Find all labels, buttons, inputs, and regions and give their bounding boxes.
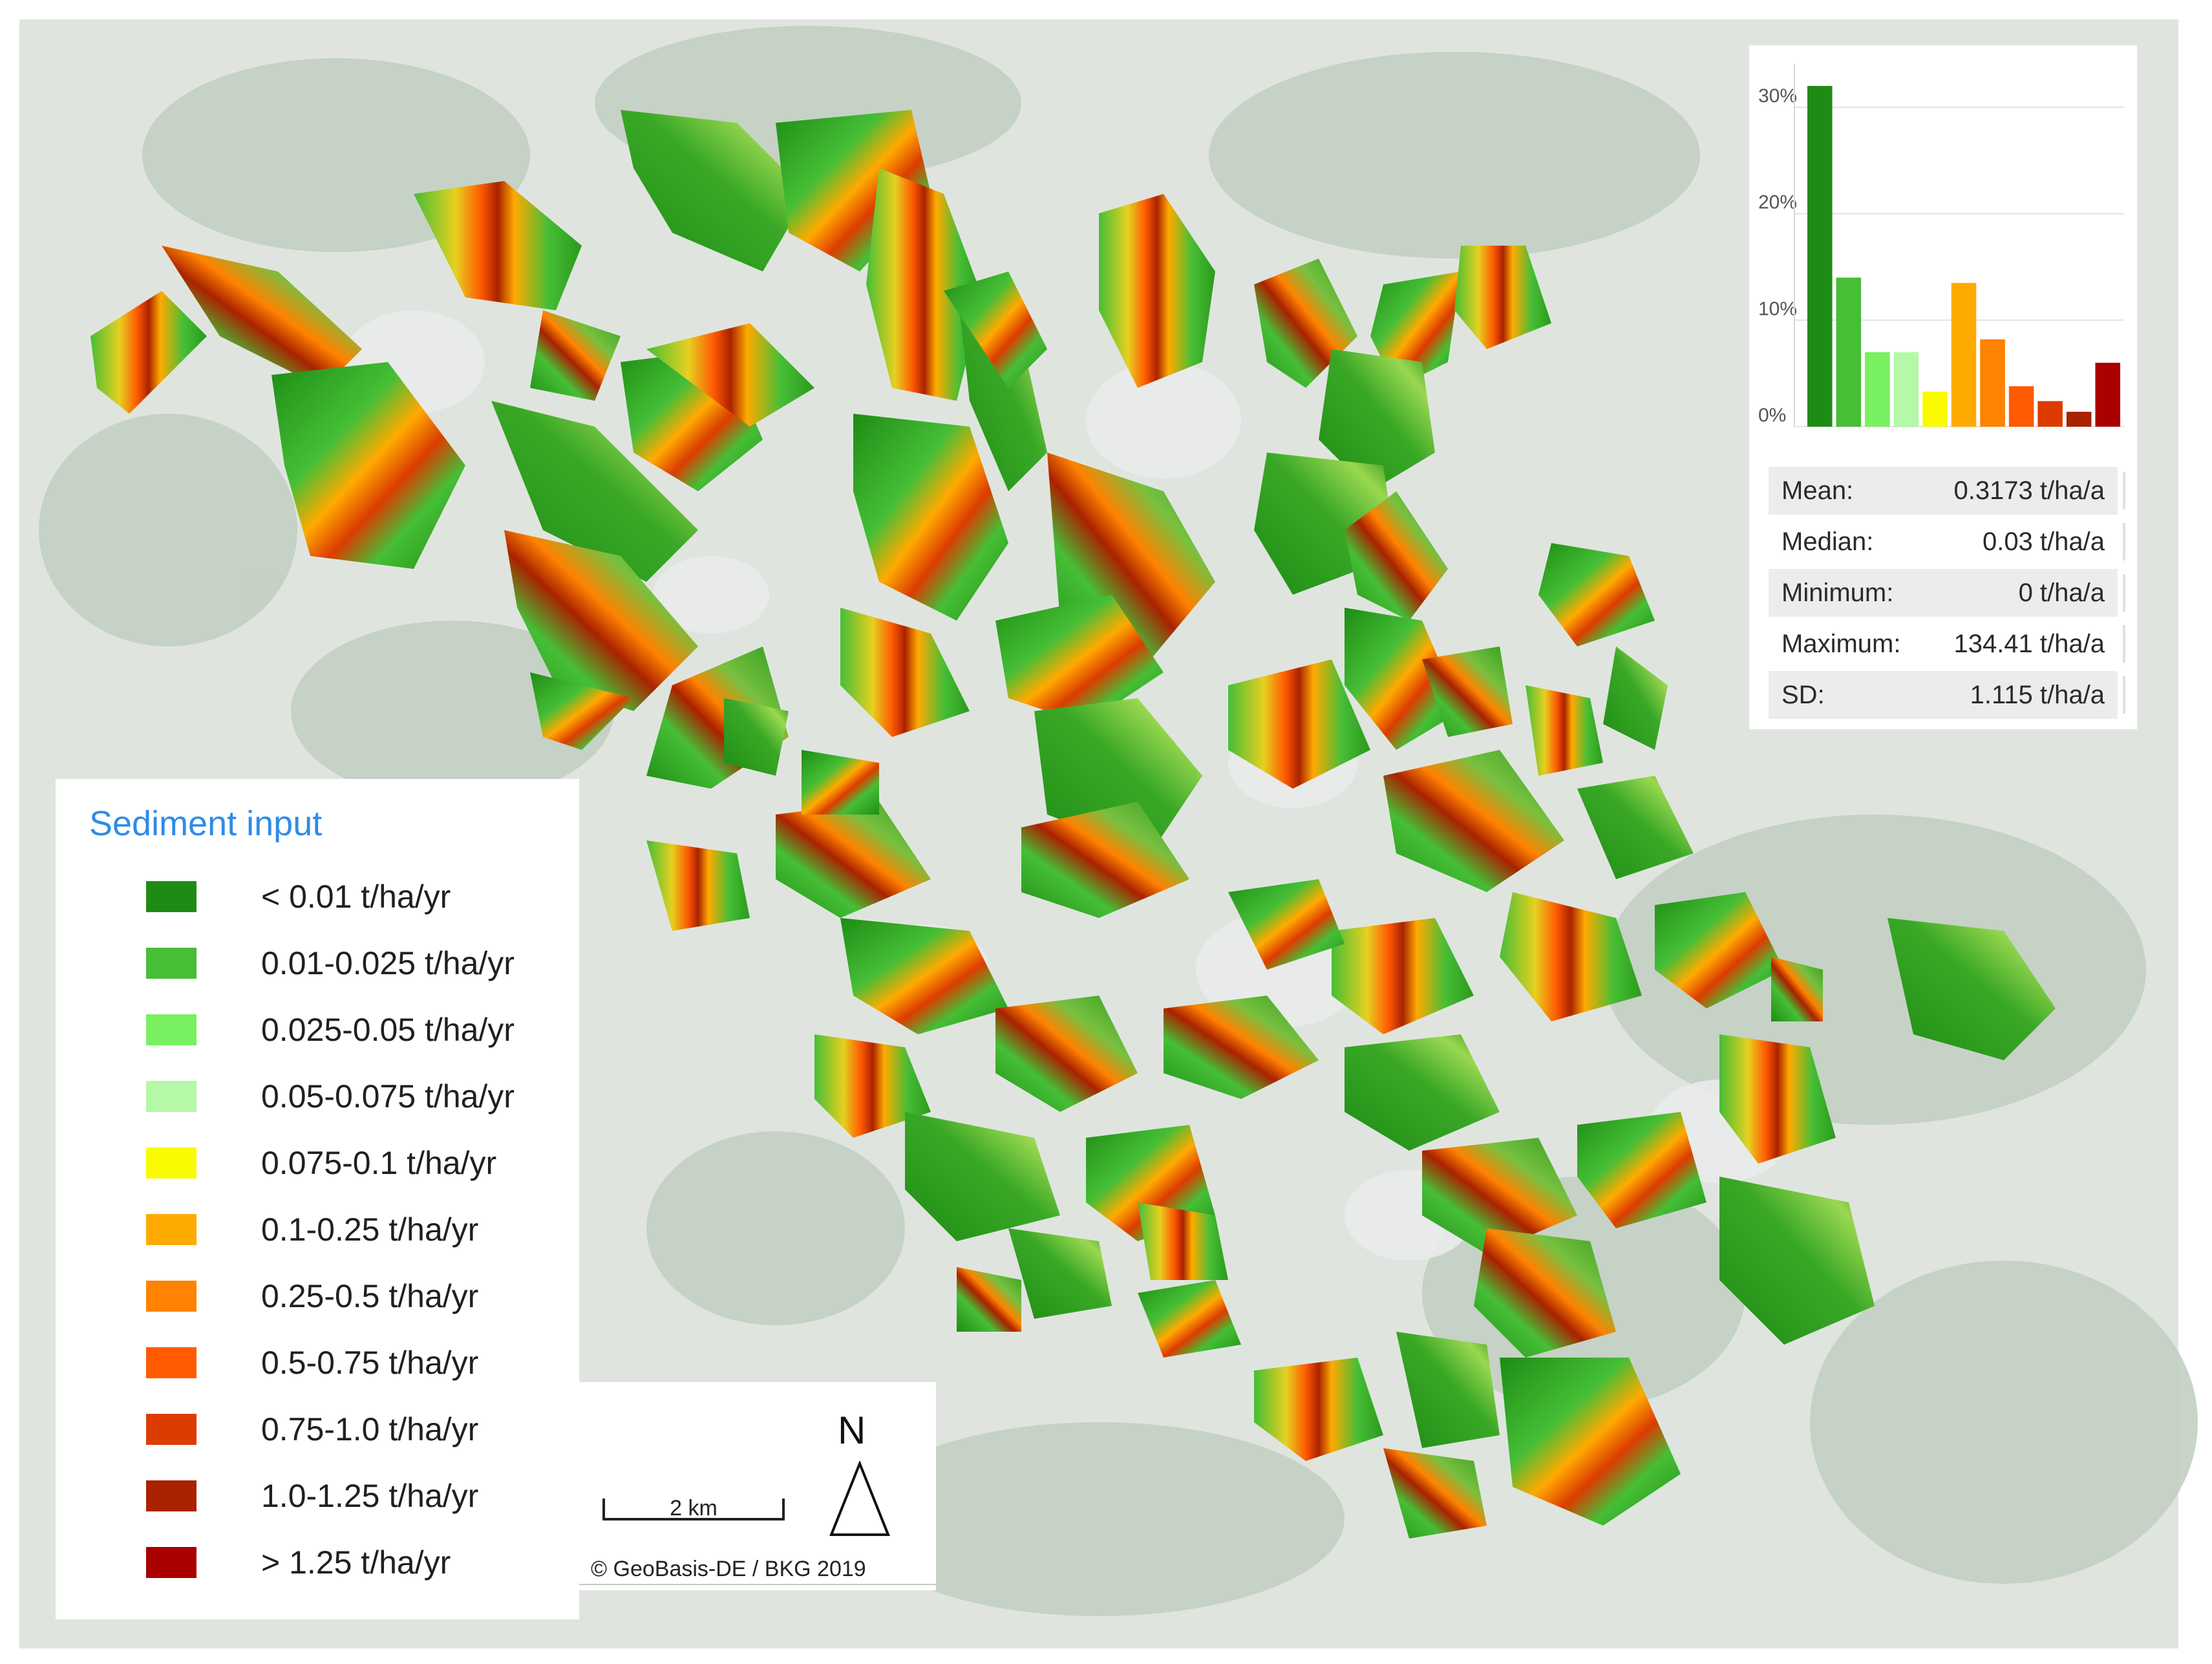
legend-item: < 0.01 t/ha/yr (146, 876, 451, 917)
legend-swatch (146, 1147, 197, 1179)
legend-swatch (146, 1480, 197, 1511)
legend-item: 0.5-0.75 t/ha/yr (146, 1342, 478, 1383)
legend-item: 0.01-0.025 t/ha/yr (146, 943, 515, 984)
histogram-bar (1980, 339, 2005, 427)
divider (2123, 523, 2125, 560)
legend-label: 0.1-0.25 t/ha/yr (261, 1211, 479, 1248)
histogram-bar (1836, 277, 1862, 427)
legend-label: 0.25-0.5 t/ha/yr (261, 1278, 479, 1314)
scale-bar (602, 1499, 785, 1520)
stat-key: Median: (1781, 528, 1874, 556)
stat-row-median: Median: 0.03 t/ha/a (1769, 518, 2125, 566)
sediment-patches (90, 110, 2056, 1539)
legend-label: 0.5-0.75 t/ha/yr (261, 1345, 479, 1381)
y-tick-label: 0% (1758, 405, 1786, 426)
scale-bar-label: 2 km (670, 1496, 718, 1520)
legend: Sediment input < 0.01 t/ha/yr 0.01-0.025… (56, 779, 579, 1619)
histogram-bar (1865, 352, 1890, 427)
divider (2123, 472, 2125, 509)
stat-value: 0.3173 t/ha/a (1953, 476, 2105, 505)
legend-swatch (146, 1214, 197, 1245)
y-tick-label: 30% (1758, 85, 1797, 107)
divider (579, 1584, 936, 1585)
scale-north-panel: 2 km N © GeoBasis-DE / BKG 2019 (579, 1382, 936, 1590)
legend-item: 1.0-1.25 t/ha/yr (146, 1475, 478, 1517)
north-label: N (838, 1409, 866, 1452)
histogram: 30% 20% 10% 0% (1758, 65, 2124, 427)
legend-label: > 1.25 t/ha/yr (261, 1544, 451, 1581)
histogram-bar (1807, 85, 1833, 427)
statistics-table: Mean: 0.3173 t/ha/a Median: 0.03 t/ha/a … (1769, 467, 2125, 722)
legend-swatch (146, 1547, 197, 1578)
divider (2123, 625, 2125, 663)
legend-swatch (146, 1347, 197, 1378)
legend-swatch (146, 1014, 197, 1045)
histogram-bar (1893, 352, 1919, 427)
stat-value: 1.115 t/ha/a (1970, 681, 2105, 709)
legend-item: 0.075-0.1 t/ha/yr (146, 1142, 496, 1184)
legend-swatch (146, 1081, 197, 1112)
stat-key: Minimum: (1781, 579, 1894, 607)
divider (2123, 574, 2125, 612)
histogram-bar (2066, 411, 2092, 427)
legend-item: 0.25-0.5 t/ha/yr (146, 1275, 478, 1317)
legend-title: Sediment input (89, 804, 323, 843)
statistics-panel: 30% 20% 10% 0% Mean: 0.3173 t/ha/a Median: … (1749, 45, 2137, 729)
divider (2123, 676, 2125, 714)
legend-label: 0.75-1.0 t/ha/yr (261, 1411, 479, 1447)
y-tick-label: 10% (1758, 298, 1797, 319)
legend-swatch (146, 881, 197, 912)
stat-value: 0 t/ha/a (2018, 579, 2105, 607)
attribution: © GeoBasis-DE / BKG 2019 (591, 1557, 866, 1581)
legend-swatch (146, 948, 197, 979)
stat-key: Maximum: (1781, 630, 1901, 658)
histogram-bar (1951, 283, 1977, 427)
legend-label: 1.0-1.25 t/ha/yr (261, 1478, 479, 1514)
stat-value: 134.41 t/ha/a (1953, 630, 2105, 658)
stat-key: Mean: (1781, 476, 1854, 505)
legend-item: 0.1-0.25 t/ha/yr (146, 1209, 478, 1250)
histogram-bar (2008, 386, 2034, 427)
histogram-bar (2037, 401, 2063, 427)
stat-row-minimum: Minimum: 0 t/ha/a (1769, 569, 2125, 617)
histogram-bar (1922, 391, 1948, 427)
stat-key: SD: (1781, 681, 1825, 709)
north-arrow-icon (829, 1461, 890, 1536)
legend-item: > 1.25 t/ha/yr (146, 1542, 451, 1583)
legend-label: 0.01-0.025 t/ha/yr (261, 945, 515, 981)
stat-row-mean: Mean: 0.3173 t/ha/a (1769, 467, 2125, 515)
legend-label: 0.025-0.05 t/ha/yr (261, 1012, 515, 1048)
stat-row-sd: SD: 1.115 t/ha/a (1769, 671, 2125, 719)
stat-row-maximum: Maximum: 134.41 t/ha/a (1769, 620, 2125, 668)
legend-label: 0.05-0.075 t/ha/yr (261, 1078, 515, 1115)
legend-item: 0.05-0.075 t/ha/yr (146, 1076, 515, 1117)
legend-label: 0.075-0.1 t/ha/yr (261, 1145, 497, 1181)
legend-swatch (146, 1414, 197, 1445)
legend-swatch (146, 1281, 197, 1312)
histogram-bar (2095, 363, 2120, 427)
legend-item: 0.025-0.05 t/ha/yr (146, 1009, 515, 1051)
legend-item: 0.75-1.0 t/ha/yr (146, 1409, 478, 1450)
y-tick-label: 20% (1758, 192, 1797, 213)
stat-value: 0.03 t/ha/a (1982, 528, 2105, 556)
legend-label: < 0.01 t/ha/yr (261, 879, 451, 915)
